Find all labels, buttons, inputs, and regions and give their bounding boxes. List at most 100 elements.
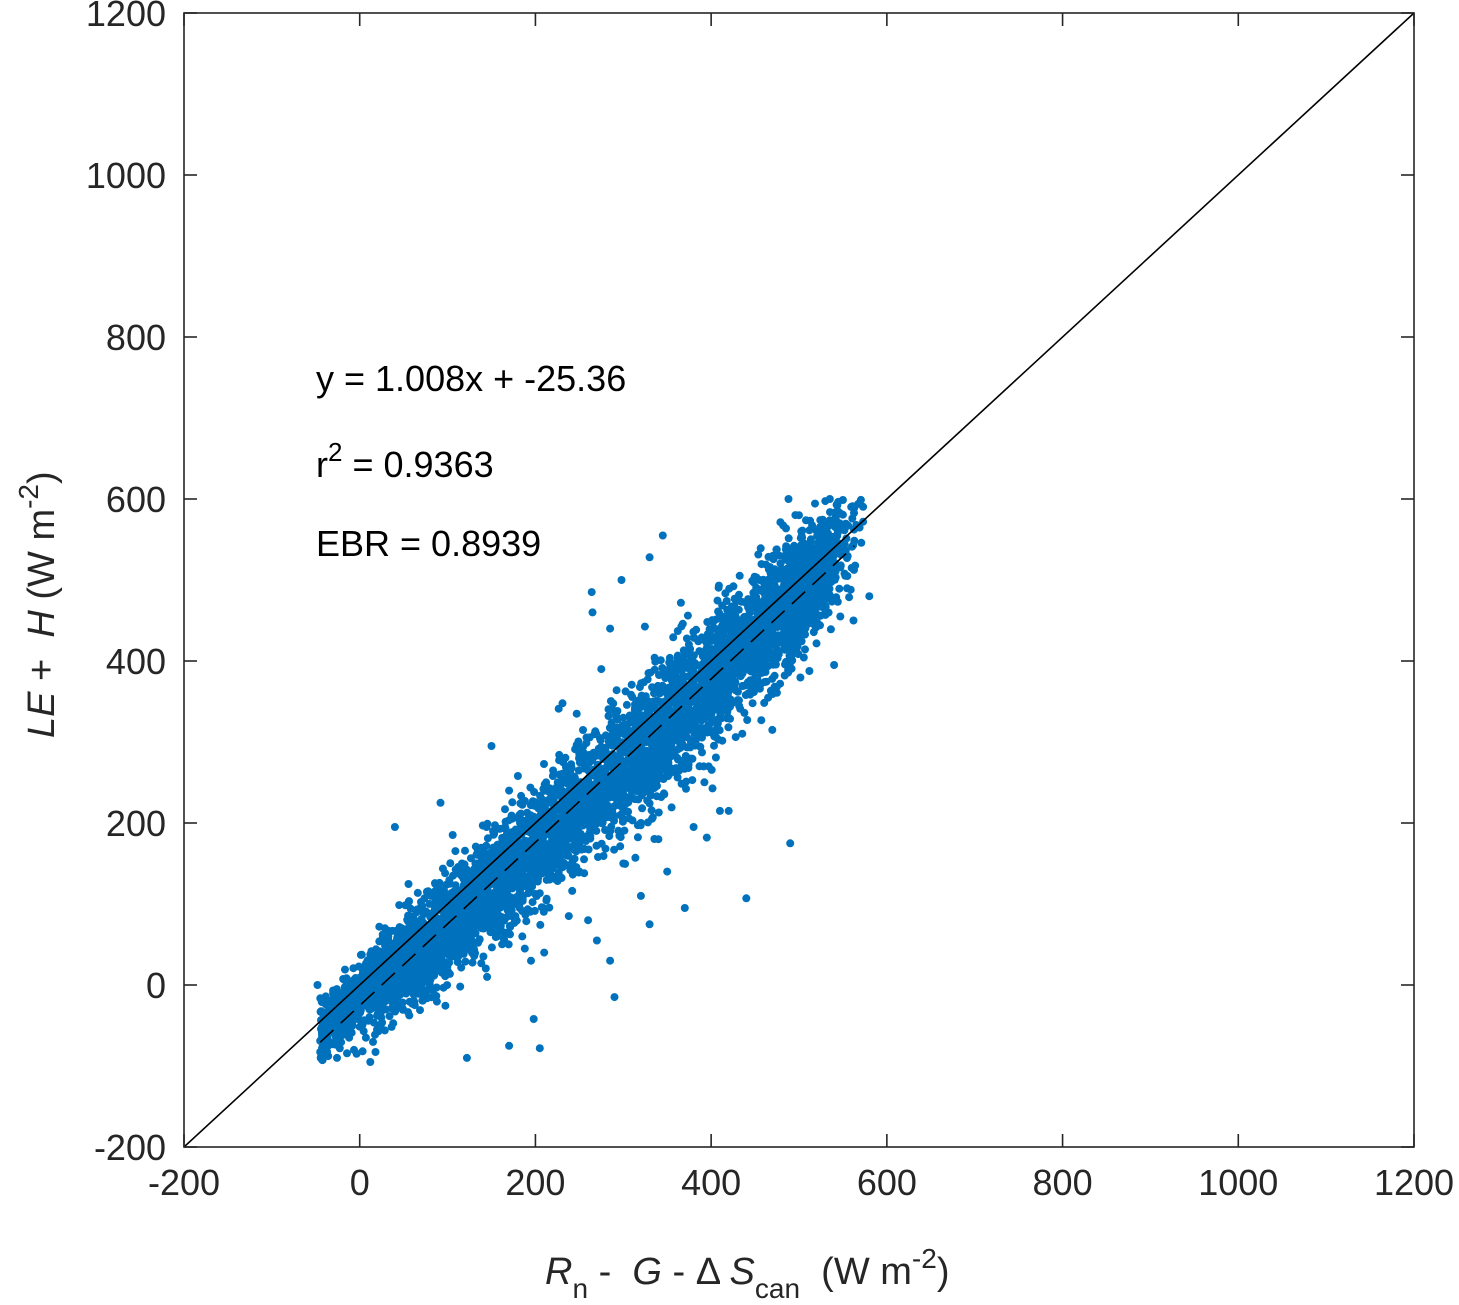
scatter-point [610, 730, 619, 739]
scatter-point [384, 926, 393, 935]
scatter-point [618, 748, 627, 757]
scatter-point [435, 949, 444, 958]
scatter-point [740, 708, 749, 717]
scatter-point [434, 937, 443, 946]
scatter-point [365, 1016, 374, 1025]
scatter-point [523, 852, 532, 861]
scatter-point [557, 874, 566, 882]
scatter-point [724, 723, 733, 732]
scatter-point [589, 748, 598, 757]
scatter-point [357, 950, 366, 959]
scatter-point [585, 733, 594, 742]
scatter-point [658, 664, 667, 672]
scatter-point [351, 974, 360, 982]
scatter-point [524, 811, 533, 820]
scatter-point [469, 911, 478, 920]
scatter-point [566, 796, 575, 804]
scatter-point [859, 502, 868, 511]
scatter-point [679, 724, 688, 733]
scatter-point [332, 1040, 341, 1049]
scatter-point [594, 814, 603, 823]
scatter-point [542, 896, 551, 905]
scatter-point [502, 901, 510, 910]
scatter-point [601, 826, 610, 834]
scatter-point [456, 982, 465, 991]
scatter-point [532, 801, 541, 810]
scatter-point [432, 983, 441, 992]
scatter-point [319, 1011, 328, 1020]
scatter-point [768, 725, 777, 734]
scatter-point [412, 908, 421, 917]
scatter-point [627, 786, 635, 795]
scatter-point [374, 986, 383, 995]
scatter-point [599, 852, 608, 860]
scatter-point [612, 686, 621, 695]
scatter-point [392, 989, 400, 998]
scatter-point [403, 925, 411, 933]
scatter-point [605, 813, 614, 822]
scatter-point [347, 1028, 356, 1037]
scatter-point [749, 682, 758, 691]
scatter-point [713, 721, 722, 730]
scatter-point [633, 833, 642, 842]
scatter-point [708, 784, 717, 793]
scatter-point [441, 972, 450, 981]
scatter-point [640, 776, 649, 785]
scatter-point [371, 978, 380, 987]
scatter-point [580, 810, 589, 818]
scatter-point [638, 749, 647, 757]
scatter-point [570, 809, 579, 818]
scatter-point [603, 793, 612, 802]
scatter-point [388, 998, 397, 1007]
scatter-point [491, 821, 499, 830]
scatter-point [513, 830, 522, 839]
scatter-point [402, 985, 410, 994]
scatter-point [703, 710, 712, 719]
scatter-point [340, 983, 349, 992]
scatter-point [717, 713, 726, 722]
scatter-point [457, 870, 466, 878]
scatter-point [748, 699, 757, 708]
scatter-point [635, 683, 644, 692]
scatter-point [649, 781, 658, 789]
scatter-point [321, 1000, 330, 1009]
scatter-point [826, 625, 835, 634]
scatter-point [395, 923, 404, 932]
scatter-point [456, 937, 464, 946]
scatter-point [405, 1011, 414, 1020]
scatter-point [324, 1025, 333, 1034]
scatter-point [441, 928, 450, 937]
scatter-point [700, 778, 709, 787]
scatter-point [558, 772, 566, 781]
scatter-point [405, 978, 414, 987]
scatter-point [425, 899, 434, 908]
scatter-point [775, 551, 784, 560]
scatter-point [506, 851, 515, 860]
scatter-point [558, 755, 567, 764]
scatter-point [615, 831, 624, 840]
scatter-point [677, 732, 686, 741]
scatter-point [518, 841, 527, 850]
scatter-point [360, 970, 369, 979]
scatter-point [548, 831, 557, 840]
scatter-point [389, 954, 398, 963]
scatter-point [516, 809, 525, 818]
scatter-point [378, 935, 387, 944]
scatter-point [531, 848, 540, 857]
scatter-point [606, 760, 614, 769]
scatter-point [627, 690, 635, 699]
scatter-point [661, 761, 670, 770]
scatter-point [724, 701, 733, 710]
scatter-point [438, 963, 446, 972]
scatter-point [568, 886, 577, 895]
scatter-point [375, 922, 384, 931]
scatter-point [518, 895, 527, 904]
scatter-point [706, 636, 715, 645]
scatter-point [381, 947, 390, 956]
scatter-point [371, 1048, 380, 1056]
scatter-point [704, 721, 713, 730]
scatter-point [343, 1049, 351, 1058]
scatter-point [673, 773, 682, 782]
scatter-point [663, 725, 672, 734]
scatter-point [771, 660, 780, 669]
